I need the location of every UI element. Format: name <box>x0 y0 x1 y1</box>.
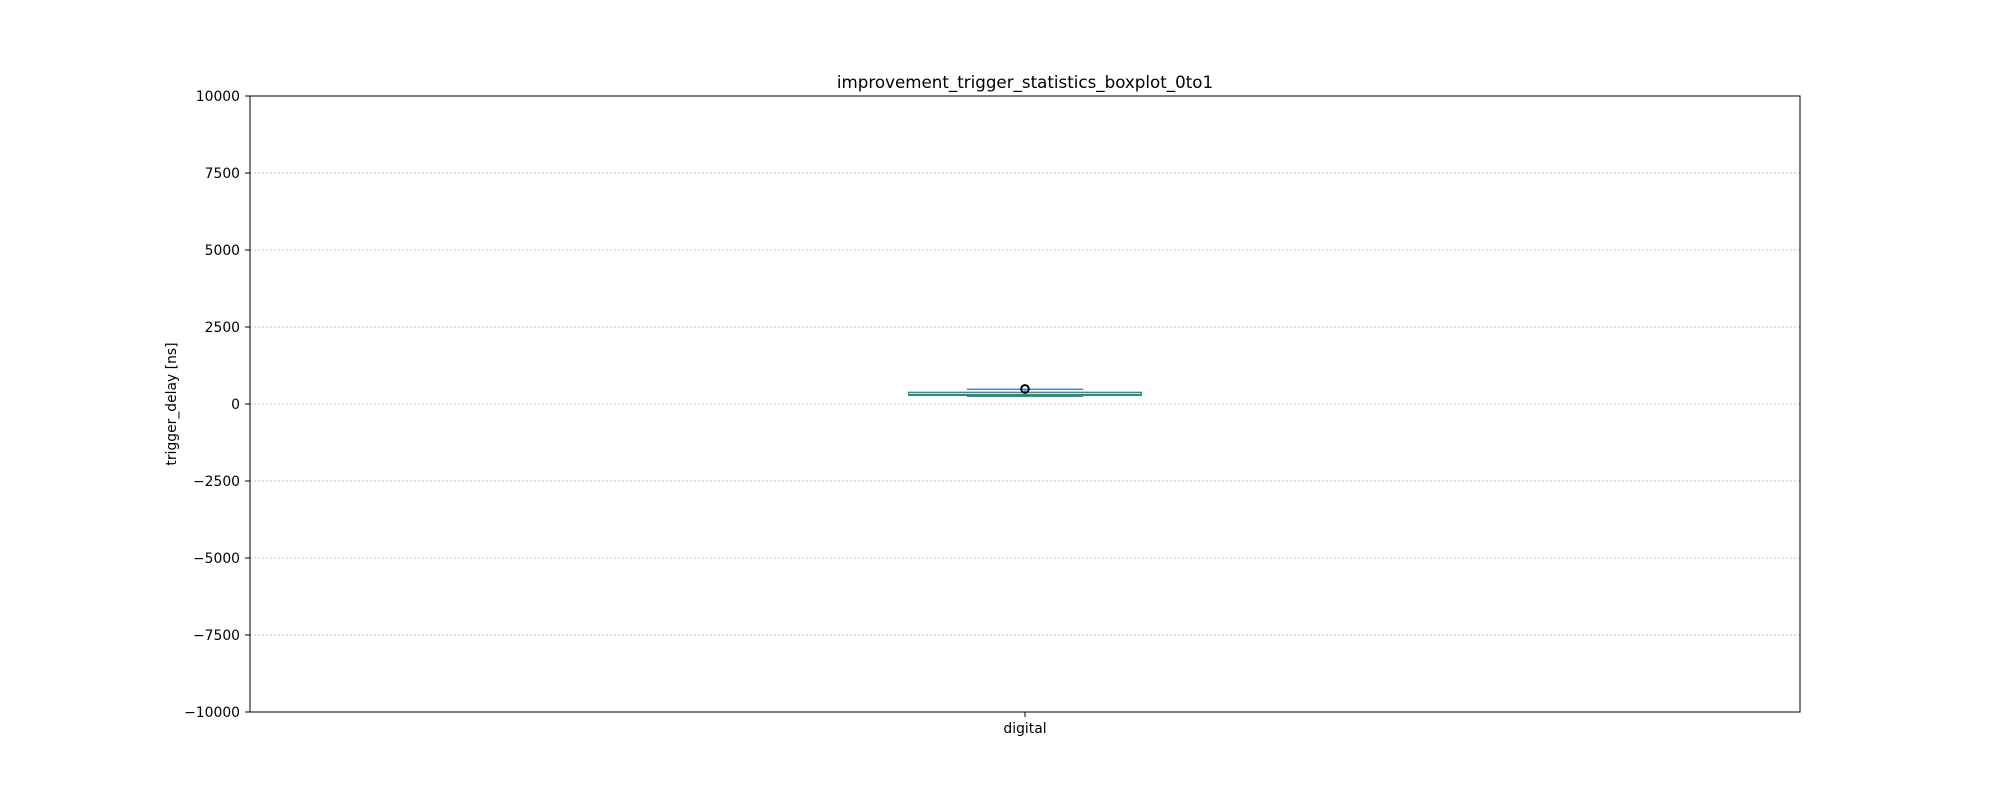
y-tick-label: 7500 <box>205 166 240 182</box>
y-tick-label: 0 <box>231 397 240 413</box>
y-tick-label: 5000 <box>205 243 240 259</box>
box-group <box>908 384 1142 397</box>
outlier-point <box>1020 384 1030 394</box>
y-tick-label: 2500 <box>205 320 240 336</box>
x-axis-ticks: digital <box>1003 712 1047 737</box>
y-tick-label: −10000 <box>184 705 240 721</box>
y-tick-label: −2500 <box>193 474 240 490</box>
y-axis-title: trigger_delay [ns] <box>164 342 180 465</box>
box-layer <box>908 384 1142 397</box>
x-tick-label: digital <box>1003 721 1046 737</box>
y-tick-label: −7500 <box>193 628 240 644</box>
y-tick-label: −5000 <box>193 551 240 567</box>
y-tick-label: 10000 <box>196 89 240 105</box>
chart-title: improvement_trigger_statistics_boxplot_0… <box>837 72 1213 93</box>
y-axis-ticks: 10000 7500 5000 2500 0 −2500 −5000 −7500 −10000 <box>184 89 250 721</box>
